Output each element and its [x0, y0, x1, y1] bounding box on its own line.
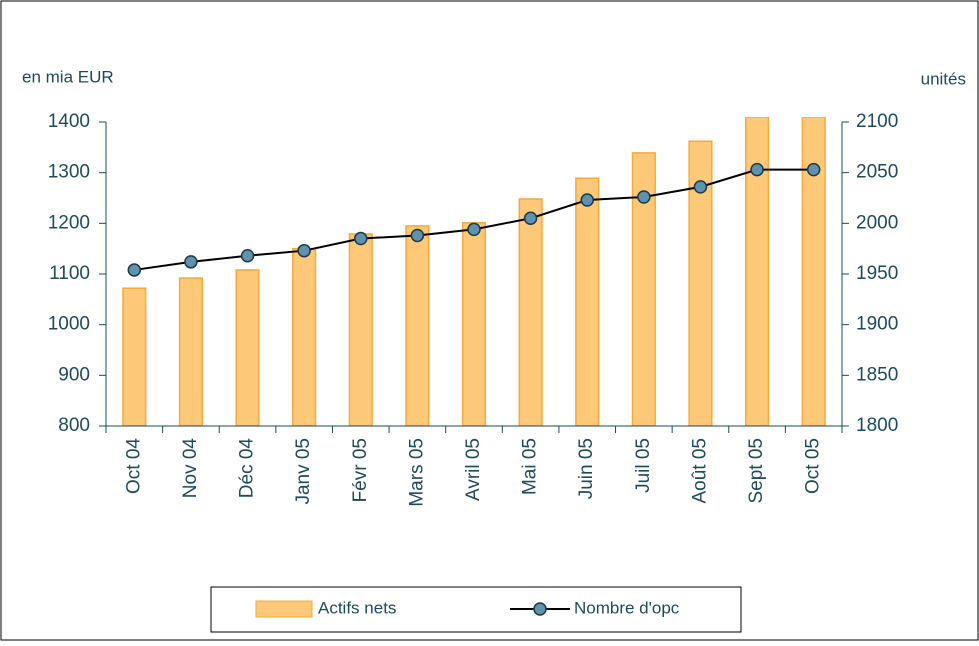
bar — [122, 287, 147, 426]
bar — [178, 277, 203, 426]
marker — [806, 162, 821, 177]
marker — [410, 228, 425, 243]
marker — [354, 231, 368, 246]
x-tick-label: Août 05 — [689, 438, 710, 504]
legend-label: Actifs nets — [318, 598, 396, 617]
bar — [235, 269, 260, 426]
marker — [580, 193, 594, 207]
bar — [801, 117, 826, 426]
marker — [523, 211, 538, 226]
legend-box — [210, 586, 742, 633]
x-tick-label: Mai 05 — [520, 438, 541, 495]
x-tick-label: Juin 05 — [576, 438, 597, 499]
x-tick-label: Oct 05 — [803, 438, 824, 494]
y-tick-label: 1100 — [49, 263, 90, 284]
y-tick-label: 1400 — [48, 111, 90, 132]
marker — [297, 243, 311, 258]
marker — [184, 255, 198, 269]
x-tick-label: Janv 05 — [293, 438, 314, 505]
bar — [575, 177, 600, 426]
y-tick-label: 1000 — [48, 314, 90, 335]
y-tick-label: 1200 — [48, 212, 90, 233]
marker — [750, 162, 764, 177]
marker — [127, 263, 142, 277]
bar — [518, 198, 543, 426]
bars — [122, 117, 826, 426]
y-axis-label: en mia EUR — [22, 67, 114, 86]
y2-tick-label: 1800 — [856, 415, 898, 436]
bar — [688, 140, 713, 426]
y2-tick-label: 1850 — [856, 364, 898, 385]
y2-tick-label: 1900 — [856, 314, 898, 335]
legend-swatch — [255, 600, 313, 618]
marker — [637, 190, 651, 204]
bar — [348, 233, 373, 426]
bar — [461, 222, 487, 426]
y2-tick-label: 2050 — [856, 162, 898, 183]
x-tick-label: Nov 04 — [180, 438, 201, 499]
x-tick-label: Déc 04 — [237, 438, 258, 499]
x-tick-label: Oct 04 — [123, 438, 144, 494]
y2-tick-label: 2100 — [856, 111, 898, 132]
marker — [467, 222, 481, 237]
x-tick-label: Avril 05 — [463, 438, 484, 501]
y-tick-label: 900 — [58, 364, 90, 385]
marker — [240, 249, 255, 263]
y2-tick-label: 2000 — [856, 212, 898, 233]
y-tick-label: 1300 — [48, 162, 90, 183]
x-tick-label: Mars 05 — [406, 438, 427, 507]
legend-marker — [533, 602, 547, 616]
y2-tick-label: 1950 — [856, 263, 898, 284]
legend-label: Nombre d'opc — [574, 598, 680, 617]
x-tick-label: Févr 05 — [350, 438, 371, 502]
bar — [405, 225, 430, 426]
y2-axis-label: unités — [921, 69, 966, 88]
x-tick-label: Juil 05 — [633, 438, 654, 493]
y-tick-label: 800 — [58, 415, 90, 436]
bar — [292, 247, 317, 426]
x-tick-label: Sept 05 — [746, 438, 767, 504]
bar — [745, 117, 770, 426]
marker — [693, 180, 708, 194]
